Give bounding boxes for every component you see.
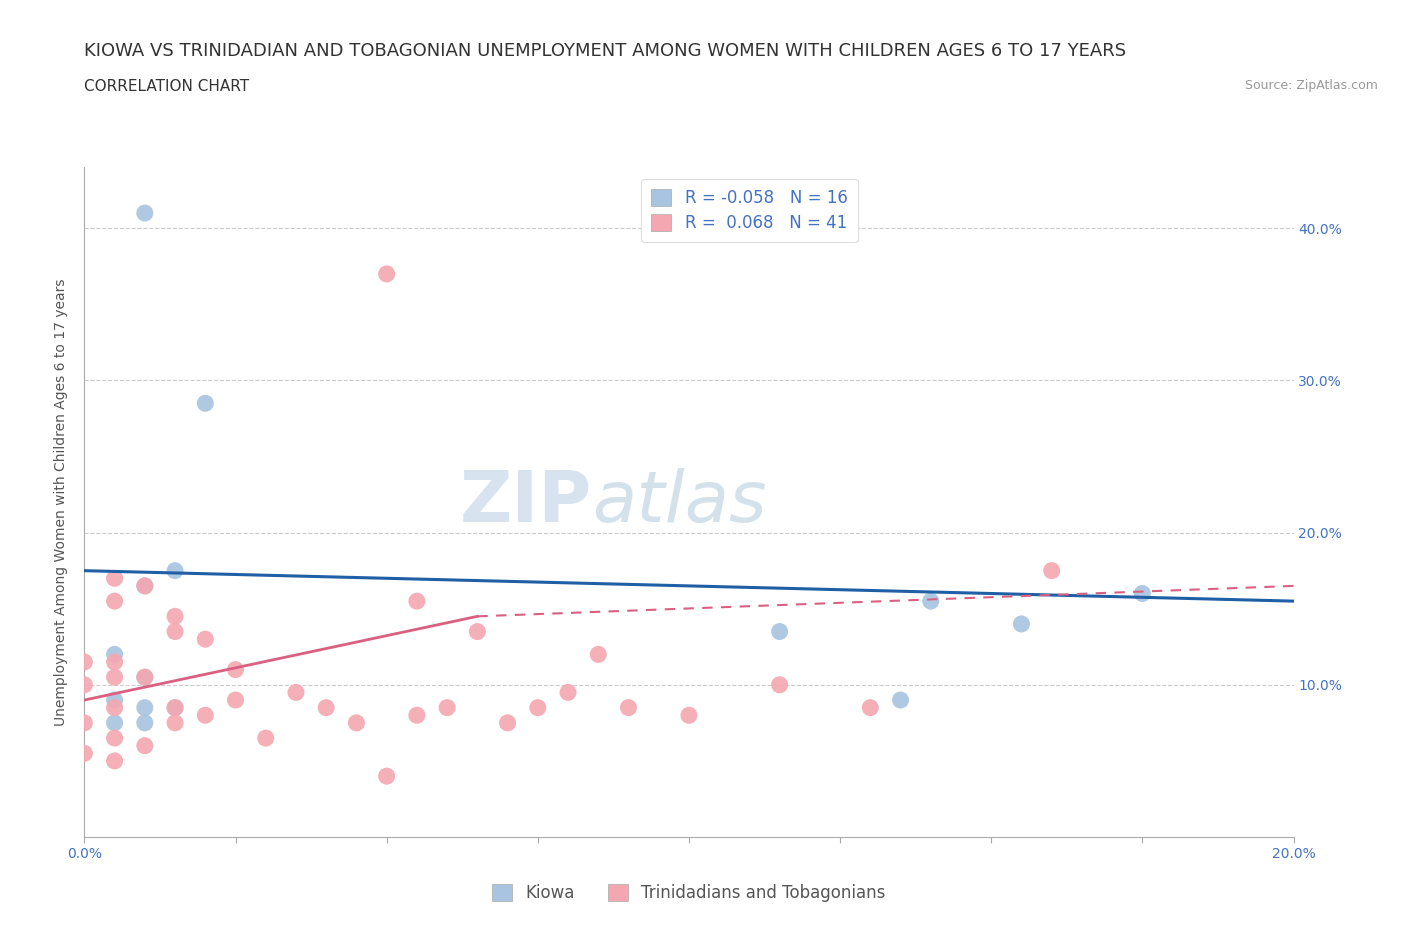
- Point: [194, 708, 217, 723]
- Point: [134, 715, 156, 730]
- Point: [225, 693, 247, 708]
- Point: [104, 753, 127, 768]
- Text: KIOWA VS TRINIDADIAN AND TOBAGONIAN UNEMPLOYMENT AMONG WOMEN WITH CHILDREN AGES : KIOWA VS TRINIDADIAN AND TOBAGONIAN UNEM…: [84, 42, 1126, 60]
- Point: [134, 578, 156, 593]
- Point: [315, 700, 337, 715]
- Point: [527, 700, 550, 715]
- Point: [165, 700, 187, 715]
- Point: [104, 647, 127, 662]
- Legend: Kiowa, Trinidadians and Tobagonians: Kiowa, Trinidadians and Tobagonians: [485, 878, 893, 909]
- Point: [134, 670, 156, 684]
- Point: [406, 593, 429, 608]
- Point: [557, 685, 579, 700]
- Point: [194, 396, 217, 411]
- Point: [375, 769, 398, 784]
- Point: [769, 624, 792, 639]
- Point: [769, 677, 792, 692]
- Point: [436, 700, 458, 715]
- Y-axis label: Unemployment Among Women with Children Ages 6 to 17 years: Unemployment Among Women with Children A…: [55, 278, 69, 726]
- Text: CORRELATION CHART: CORRELATION CHART: [84, 79, 249, 94]
- Point: [134, 738, 156, 753]
- Point: [920, 593, 942, 608]
- Point: [104, 700, 127, 715]
- Point: [134, 206, 156, 220]
- Point: [104, 593, 127, 608]
- Point: [73, 655, 96, 670]
- Text: ZIP: ZIP: [460, 468, 592, 537]
- Point: [165, 715, 187, 730]
- Point: [194, 631, 217, 646]
- Point: [134, 578, 156, 593]
- Point: [165, 700, 187, 715]
- Point: [73, 677, 96, 692]
- Point: [104, 571, 127, 586]
- Point: [104, 731, 127, 746]
- Point: [346, 715, 368, 730]
- Point: [225, 662, 247, 677]
- Point: [165, 609, 187, 624]
- Point: [104, 655, 127, 670]
- Text: atlas: atlas: [592, 468, 766, 537]
- Point: [254, 731, 277, 746]
- Point: [165, 564, 187, 578]
- Text: Source: ZipAtlas.com: Source: ZipAtlas.com: [1244, 79, 1378, 92]
- Point: [859, 700, 882, 715]
- Point: [285, 685, 308, 700]
- Point: [467, 624, 489, 639]
- Point: [406, 708, 429, 723]
- Point: [165, 624, 187, 639]
- Point: [104, 715, 127, 730]
- Point: [1040, 564, 1063, 578]
- Point: [73, 715, 96, 730]
- Point: [104, 670, 127, 684]
- Point: [678, 708, 700, 723]
- Point: [134, 700, 156, 715]
- Point: [1130, 586, 1153, 601]
- Point: [375, 267, 398, 282]
- Point: [1011, 617, 1033, 631]
- Point: [496, 715, 519, 730]
- Point: [890, 693, 912, 708]
- Point: [588, 647, 610, 662]
- Point: [73, 746, 96, 761]
- Point: [134, 670, 156, 684]
- Point: [617, 700, 640, 715]
- Point: [104, 693, 127, 708]
